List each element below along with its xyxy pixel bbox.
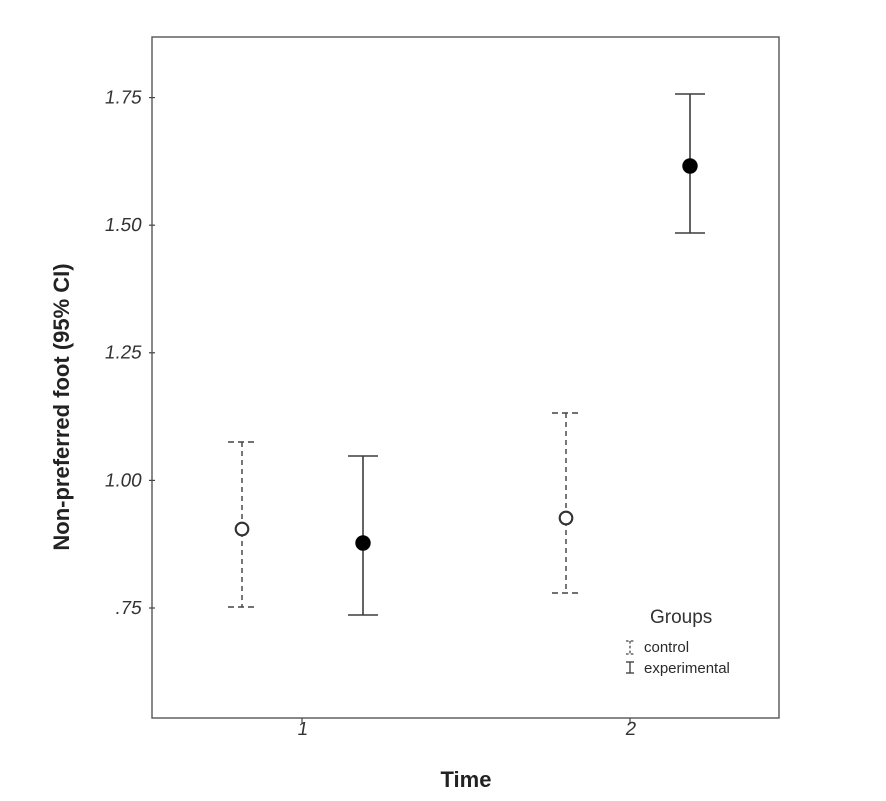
- svg-text:2: 2: [624, 719, 638, 740]
- svg-text:Time: Time: [441, 767, 492, 792]
- svg-text:1.00: 1.00: [103, 470, 143, 491]
- svg-text:control: control: [644, 639, 689, 656]
- svg-text:1: 1: [296, 719, 310, 740]
- svg-text:1.75: 1.75: [103, 88, 143, 109]
- svg-text:Non-preferred foot (95% CI): Non-preferred foot (95% CI): [49, 263, 74, 550]
- svg-text:Groups: Groups: [650, 607, 712, 628]
- svg-text:experimental: experimental: [644, 660, 730, 677]
- svg-text:.75: .75: [114, 598, 144, 619]
- svg-text:1.25: 1.25: [103, 343, 143, 364]
- svg-text:1.50: 1.50: [103, 215, 143, 236]
